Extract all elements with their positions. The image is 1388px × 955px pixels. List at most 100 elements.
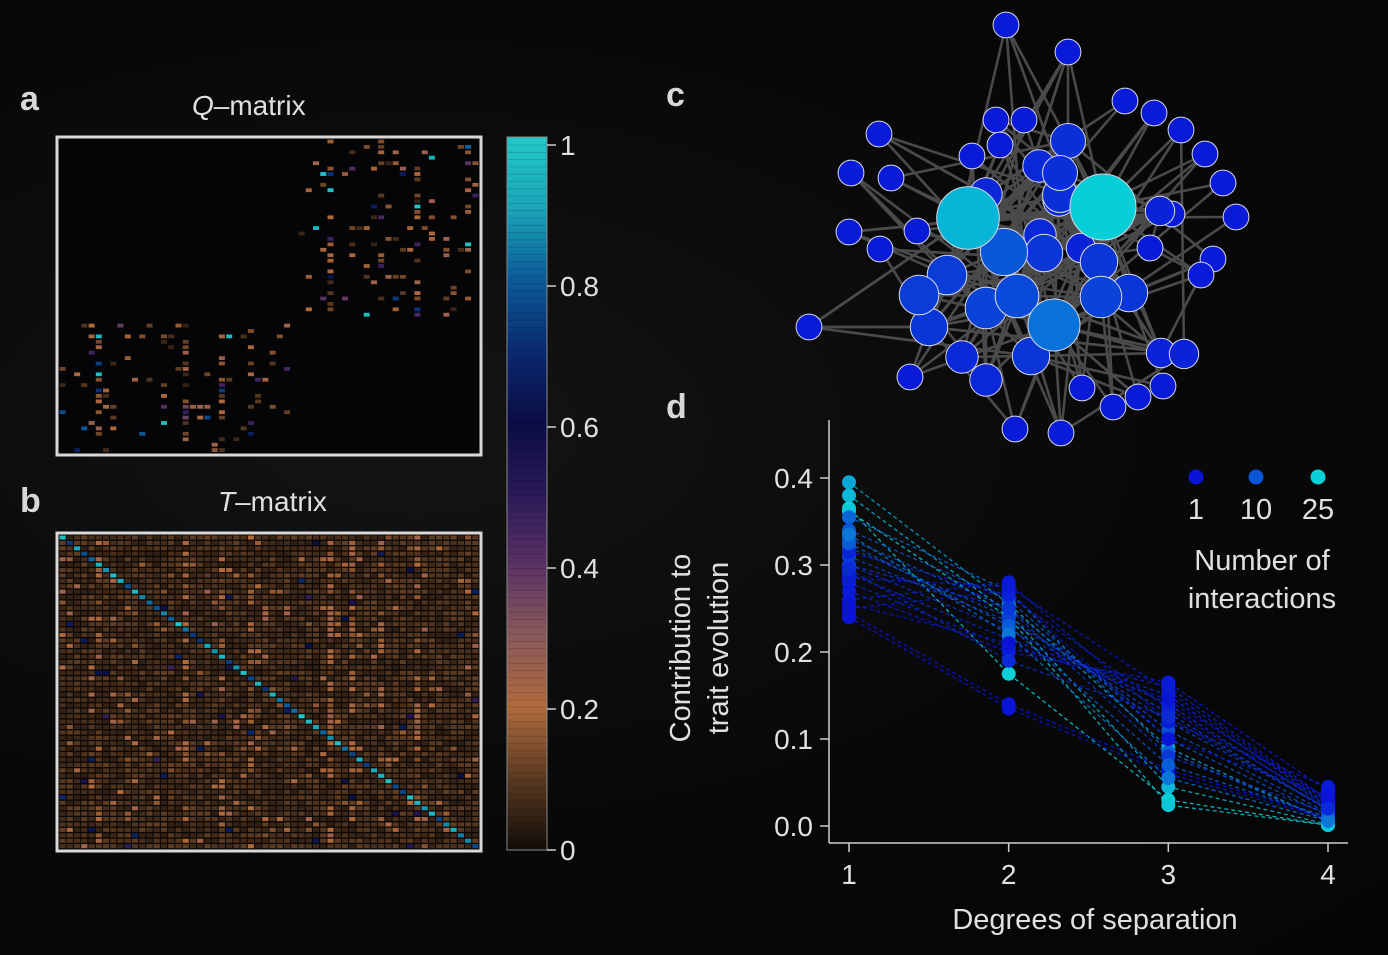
t-matrix-cell bbox=[160, 757, 168, 762]
t-matrix-cell bbox=[117, 692, 124, 697]
t-matrix-cell bbox=[255, 605, 262, 610]
t-matrix-cell bbox=[175, 817, 182, 822]
t-matrix-cell bbox=[110, 676, 117, 681]
series-line bbox=[848, 564, 1329, 814]
t-matrix-cell bbox=[385, 611, 392, 616]
t-matrix-cell bbox=[211, 822, 218, 827]
t-matrix-cell bbox=[110, 741, 117, 746]
q-matrix-cell bbox=[211, 448, 218, 452]
t-matrix-cell bbox=[341, 622, 349, 627]
t-matrix-cell bbox=[204, 670, 211, 675]
t-matrix-cell bbox=[378, 687, 385, 692]
panel-label-d: d bbox=[666, 388, 687, 426]
t-matrix-cell bbox=[457, 784, 464, 789]
t-matrix-cell bbox=[334, 833, 341, 838]
t-matrix-cell bbox=[226, 844, 233, 849]
t-matrix-cell bbox=[131, 654, 139, 659]
t-matrix-cell bbox=[247, 757, 254, 762]
t-matrix-cell bbox=[139, 584, 146, 589]
t-matrix-cell bbox=[95, 768, 102, 773]
t-matrix-cell bbox=[269, 784, 276, 789]
t-matrix-cell bbox=[269, 551, 276, 556]
t-matrix-cell bbox=[392, 789, 399, 794]
t-matrix-cell bbox=[472, 806, 479, 811]
t-matrix-cell bbox=[81, 600, 88, 605]
q-matrix-cell bbox=[175, 323, 182, 328]
t-matrix-cell bbox=[110, 654, 117, 659]
t-matrix-cell bbox=[356, 573, 363, 578]
q-matrix-cell bbox=[378, 258, 385, 263]
t-matrix-cell bbox=[305, 557, 312, 562]
q-matrix-cell bbox=[378, 139, 385, 144]
t-matrix-cell bbox=[247, 768, 254, 773]
t-matrix-cell bbox=[197, 573, 204, 578]
t-matrix-cell bbox=[443, 746, 450, 751]
t-matrix-cell bbox=[182, 800, 189, 805]
t-matrix-cell bbox=[59, 551, 66, 556]
t-matrix-cell bbox=[182, 654, 189, 659]
t-matrix-cell bbox=[175, 795, 182, 800]
q-matrix-cell bbox=[182, 437, 189, 442]
t-matrix-cell bbox=[255, 714, 262, 719]
t-matrix-cell bbox=[211, 757, 218, 762]
t-matrix-cell bbox=[262, 730, 269, 735]
t-matrix-cell bbox=[189, 654, 196, 659]
colorbar-bands bbox=[508, 144, 546, 847]
t-matrix-cell bbox=[341, 752, 349, 757]
t-matrix-cell bbox=[262, 562, 269, 567]
t-matrix-cell bbox=[436, 595, 443, 600]
t-matrix-cell bbox=[320, 725, 327, 730]
t-matrix-cell bbox=[399, 605, 406, 610]
t-matrix-cell bbox=[204, 714, 211, 719]
t-matrix-cell bbox=[291, 817, 298, 822]
t-matrix-cell bbox=[450, 757, 457, 762]
t-matrix-cell bbox=[276, 844, 283, 849]
t-matrix-cell bbox=[262, 784, 269, 789]
t-matrix-cell bbox=[276, 725, 283, 730]
t-matrix-cell bbox=[291, 665, 298, 670]
t-matrix-cell bbox=[457, 752, 464, 757]
t-matrix-cell bbox=[110, 649, 117, 654]
t-matrix-cell bbox=[175, 719, 182, 724]
t-matrix-cell bbox=[81, 632, 88, 637]
t-matrix-cell bbox=[102, 779, 110, 784]
t-matrix-cell bbox=[312, 741, 320, 746]
t-matrix-cell bbox=[102, 627, 110, 632]
t-matrix-cell bbox=[247, 660, 254, 665]
t-matrix-cell bbox=[66, 800, 73, 805]
t-matrix-cell bbox=[276, 757, 283, 762]
t-matrix-cell bbox=[298, 676, 305, 681]
q-matrix-cell bbox=[182, 404, 189, 409]
t-matrix-cell bbox=[457, 725, 464, 730]
t-matrix-cell bbox=[443, 622, 450, 627]
data-point bbox=[842, 475, 856, 490]
t-matrix-cell bbox=[269, 676, 276, 681]
t-matrix-cell bbox=[168, 595, 175, 600]
t-matrix-cell bbox=[168, 697, 175, 702]
t-matrix-cell bbox=[378, 632, 385, 637]
t-matrix-cell bbox=[233, 719, 240, 724]
t-matrix-cell bbox=[305, 703, 312, 708]
t-matrix-cell bbox=[312, 730, 320, 735]
t-matrix-cell bbox=[131, 632, 139, 637]
t-matrix-cell bbox=[262, 535, 269, 540]
t-matrix-cell bbox=[363, 649, 370, 654]
t-matrix-cell bbox=[327, 600, 334, 605]
t-matrix-cell bbox=[81, 687, 88, 692]
t-matrix-cell bbox=[102, 562, 110, 567]
t-matrix-cell bbox=[175, 773, 182, 778]
t-matrix-cell bbox=[341, 568, 349, 573]
t-matrix-cell bbox=[385, 741, 392, 746]
t-matrix-cell bbox=[218, 730, 225, 735]
t-matrix-cell bbox=[255, 822, 262, 827]
q-matrix-heatmap bbox=[57, 137, 481, 455]
t-matrix-cell bbox=[81, 784, 88, 789]
t-matrix-diagonal-cell bbox=[255, 681, 262, 686]
t-matrix-cell bbox=[160, 703, 168, 708]
t-matrix-cell bbox=[291, 649, 298, 654]
q-matrix-cell bbox=[363, 226, 370, 230]
t-matrix-cell bbox=[175, 692, 182, 697]
t-matrix-cell bbox=[298, 616, 305, 621]
legend-marker bbox=[1248, 469, 1264, 485]
t-matrix-cell bbox=[160, 654, 168, 659]
